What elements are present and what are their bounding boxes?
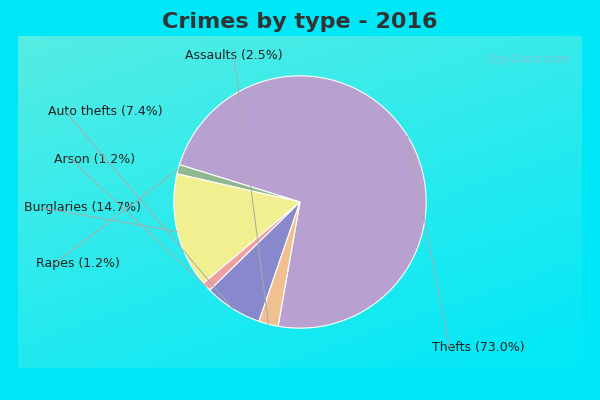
Wedge shape (174, 174, 300, 283)
Text: Crimes by type - 2016: Crimes by type - 2016 (162, 12, 438, 32)
Wedge shape (179, 76, 426, 328)
Wedge shape (210, 202, 300, 321)
Text: Auto thefts (7.4%): Auto thefts (7.4%) (48, 106, 163, 118)
Text: City-Data.com: City-Data.com (486, 54, 570, 66)
Wedge shape (259, 202, 300, 326)
Wedge shape (203, 202, 300, 290)
Text: Burglaries (14.7%): Burglaries (14.7%) (24, 202, 141, 214)
Text: Thefts (73.0%): Thefts (73.0%) (432, 342, 524, 354)
Wedge shape (177, 165, 300, 202)
Text: Assaults (2.5%): Assaults (2.5%) (185, 50, 283, 62)
Text: Arson (1.2%): Arson (1.2%) (54, 154, 135, 166)
Text: Rapes (1.2%): Rapes (1.2%) (36, 258, 120, 270)
